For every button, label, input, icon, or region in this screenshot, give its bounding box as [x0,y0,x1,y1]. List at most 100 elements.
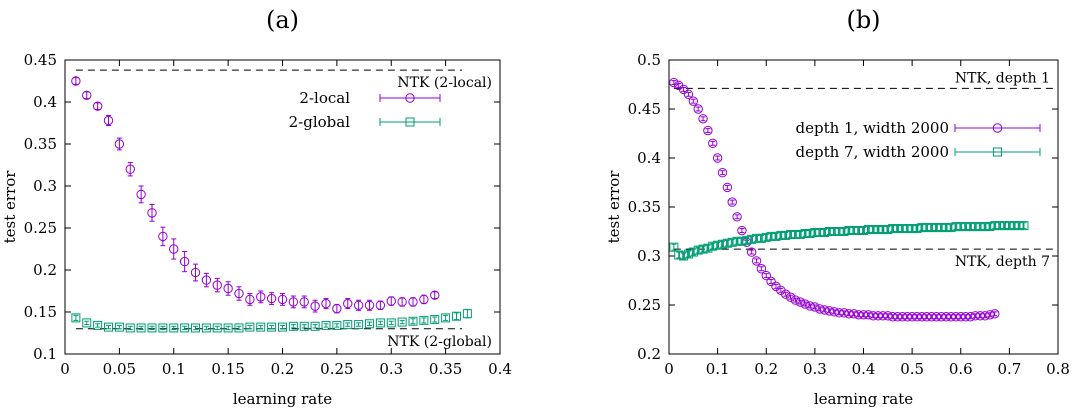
data-point [713,240,723,250]
data-point [965,312,976,322]
data-point [878,225,888,235]
data-point [786,229,796,239]
data-point [114,139,125,149]
data-point [927,223,937,233]
ntk-reference-label: NTK (2-global) [387,334,492,350]
x-tick-label: 0.2 [754,360,778,378]
data-point [191,323,200,333]
data-point [82,90,92,100]
data-point [902,312,912,322]
series-2-global [71,308,472,333]
x-tick-label: 0.3 [379,360,403,378]
data-point [669,242,679,252]
legend-marker [993,147,1002,157]
x-tick-label: 0 [664,360,674,378]
data-point [854,226,864,236]
data-point [674,250,684,260]
data-point [737,225,747,236]
data-point [941,312,951,322]
data-point [408,316,418,326]
y-axis-label: test error [605,170,623,244]
y-tick-label: 0.45 [628,100,661,118]
data-point [960,312,971,322]
data-point [278,322,287,332]
data-point [732,236,742,246]
data-point [386,296,396,306]
data-point [1019,221,1029,231]
data-point [815,304,825,314]
data-point [859,226,868,236]
data-point [397,317,407,327]
data-point [965,222,975,232]
data-point [863,225,873,235]
data-point [936,312,946,322]
series-depth-1-width-2000 [669,77,1000,322]
data-point [912,312,922,322]
data-point [180,323,190,333]
data-point [873,311,883,321]
data-point [386,318,396,328]
data-point [1000,221,1010,231]
panel-a: (a) 0 0.05 0.1 0.15 0.2 0.25 0.3 0.35 0.4 0.1 0.15 0… [1,6,512,408]
y-tick-label: 0.5 [637,51,661,69]
x-tick-label: 0.7 [997,360,1021,378]
data-point [712,153,723,163]
data-point [980,311,990,321]
panel-title: (b) [846,6,880,34]
data-point [256,292,266,302]
data-point [299,297,309,307]
data-point [693,245,703,255]
data-point [756,264,767,274]
data-point [708,138,718,149]
data-point [897,224,907,234]
data-point [761,270,771,281]
y-tick-label: 0.4 [33,93,57,111]
y-tick-label: 0.45 [24,51,57,69]
y-tick-label: 0.15 [24,303,57,321]
data-point [212,323,222,333]
data-point [169,244,179,254]
data-point [375,318,385,328]
data-point [902,224,912,234]
data-point [985,310,995,320]
x-tick-label: 0 [60,360,70,378]
data-point [136,189,146,200]
data-point [883,311,893,321]
y-tick-label: 0.3 [637,247,661,265]
data-point [931,223,941,233]
data-point [683,89,694,100]
data-point [1014,221,1024,231]
data-point [771,231,781,241]
data-point [698,114,708,124]
data-point [256,322,266,332]
data-point [810,227,820,237]
data-point [365,319,374,329]
data-point [892,312,903,322]
data-point [829,307,840,317]
data-point [321,320,331,330]
data-point [926,312,937,322]
data-point [703,125,713,136]
y-tick-label: 0.35 [628,198,661,216]
data-point [717,239,727,249]
data-point [805,301,815,311]
x-tick-label: 0.05 [103,360,136,378]
data-point [956,312,966,322]
data-point [669,77,679,88]
data-point [732,212,742,222]
ntk-reference-label: NTK, depth 1 [955,70,1050,86]
data-point [212,280,222,290]
data-point [82,318,92,328]
data-point [353,300,364,310]
data-point [375,300,386,310]
data-point [332,303,342,314]
x-tick-label: 0.4 [488,360,512,378]
data-point [795,229,805,239]
data-point [223,323,233,333]
data-point [746,247,757,257]
legend-marker [405,93,415,103]
data-point [397,297,407,307]
data-point [975,222,985,232]
x-axis-label: learning rate [814,390,913,408]
x-tick-label: 0.15 [211,360,244,378]
